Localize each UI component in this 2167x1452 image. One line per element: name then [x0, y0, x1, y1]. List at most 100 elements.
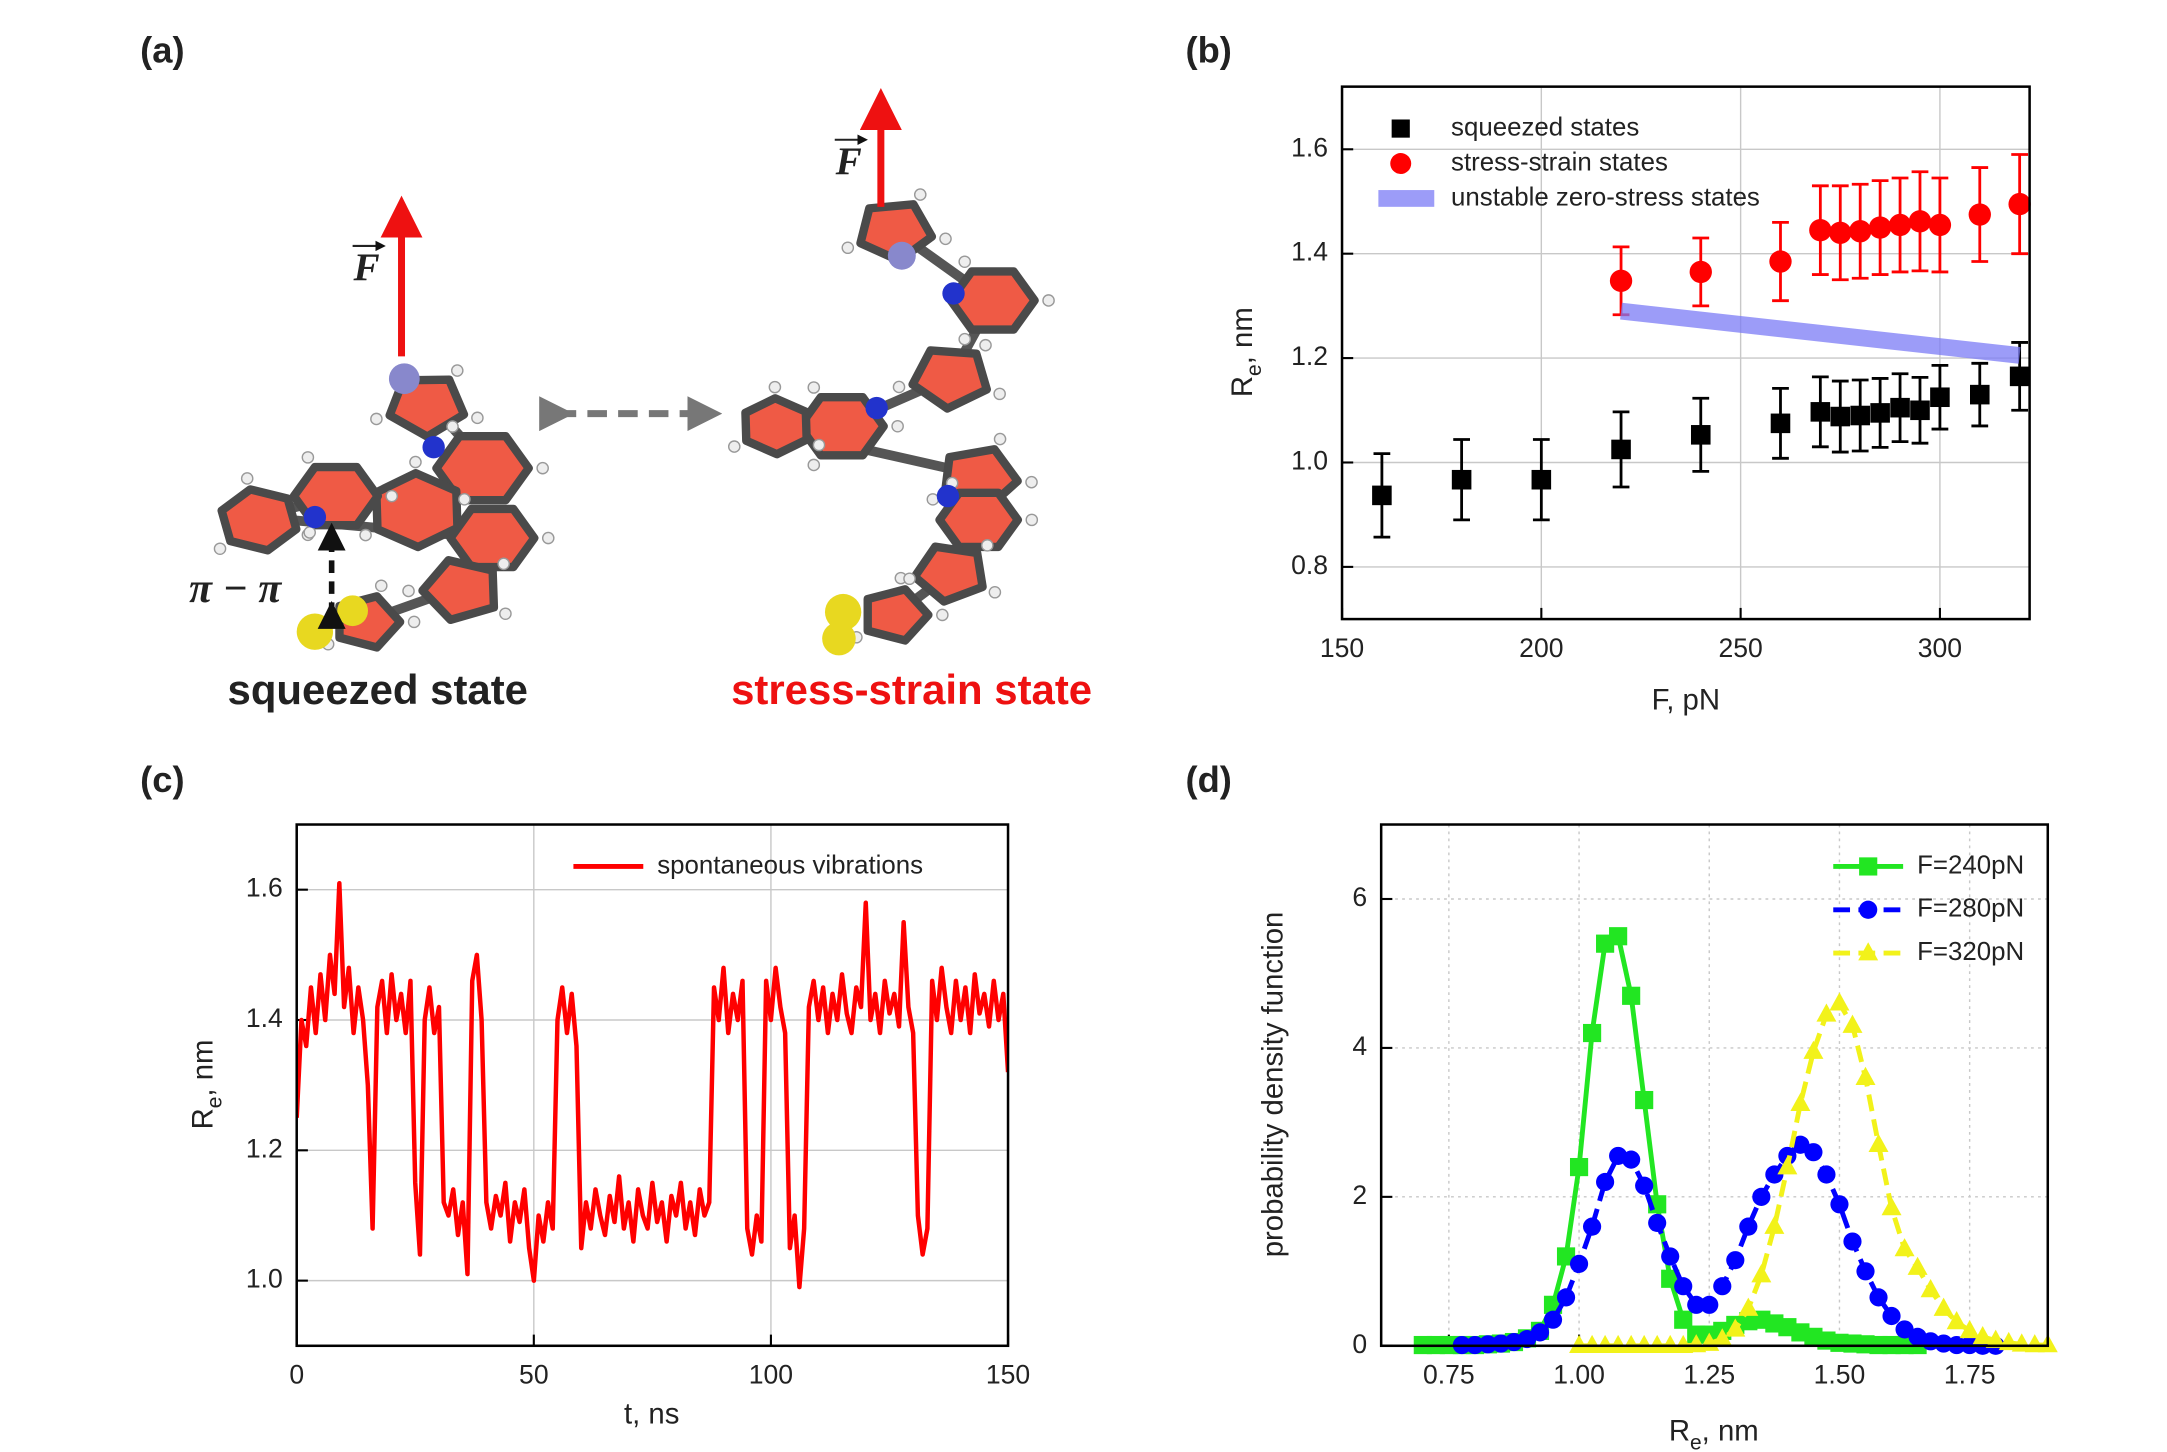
- hydrogen: [370, 412, 383, 426]
- hydrogen: [541, 531, 555, 545]
- marker: [1769, 250, 1792, 273]
- marker: [1583, 1217, 1602, 1236]
- axis-label-part: R: [1226, 376, 1259, 397]
- x-tick-label: 1.00: [1553, 1360, 1605, 1390]
- hydrogen: [936, 608, 949, 622]
- hydrogen: [385, 489, 399, 503]
- marker: [1959, 1319, 1980, 1339]
- marker: [1910, 400, 1930, 421]
- marker: [1868, 216, 1892, 239]
- marker: [1611, 439, 1631, 460]
- sulfur: [296, 613, 334, 650]
- marker: [1635, 1090, 1654, 1110]
- hydrogen: [1042, 294, 1055, 307]
- hydrogen: [913, 188, 927, 201]
- marker: [1829, 992, 1850, 1011]
- y-tick-label: 0: [1352, 1329, 1367, 1359]
- sulfur: [337, 595, 368, 627]
- axis-label-part: e: [1690, 1431, 1702, 1452]
- marker: [1622, 986, 1641, 1005]
- hydrogen: [841, 241, 855, 255]
- hydrogen: [374, 579, 388, 593]
- hydrogen: [359, 528, 372, 542]
- y-tick-label: 0.8: [1291, 550, 1328, 580]
- marker: [1858, 942, 1879, 961]
- marker: [1809, 219, 1832, 242]
- y-tick-label: 1.6: [246, 873, 283, 903]
- marker: [1985, 1329, 2006, 1348]
- force-label: F: [353, 246, 380, 289]
- marker: [1817, 1165, 1836, 1184]
- legend-label: F=320pN: [1917, 938, 2024, 966]
- marker: [1726, 1251, 1745, 1270]
- marker: [1829, 221, 1852, 244]
- hydrogen: [450, 364, 464, 377]
- plot-frame: [1340, 85, 2031, 621]
- marker: [1609, 927, 1628, 946]
- series-line: [1461, 1142, 1996, 1346]
- aromatic-ring: [418, 556, 499, 624]
- hydrogen: [979, 338, 992, 352]
- marker: [1622, 1150, 1641, 1169]
- marker: [1674, 1310, 1693, 1329]
- marker: [1390, 153, 1412, 174]
- y-tick-label: 1.4: [246, 1003, 283, 1033]
- nitrogen: [865, 396, 888, 420]
- y-tick-label: 1.2: [1291, 341, 1328, 371]
- marker: [1687, 1295, 1706, 1314]
- marker: [1673, 1334, 1694, 1354]
- hydrogen: [807, 458, 821, 472]
- marker: [1583, 1023, 1602, 1043]
- hydrogen: [402, 584, 415, 598]
- marker: [1933, 1297, 1954, 1316]
- aromatic-ring: [946, 267, 1039, 334]
- legend-label: F=240pN: [1917, 851, 2024, 879]
- marker: [1869, 1288, 1888, 1307]
- aromatic-ring: [741, 394, 811, 459]
- hydrogen: [768, 380, 782, 394]
- nitrogen: [303, 505, 327, 529]
- x-tick-label: 0.75: [1423, 1360, 1475, 1390]
- marker: [1569, 1334, 1590, 1354]
- hydrogen: [499, 607, 512, 621]
- legend-label: stress-strain states: [1451, 148, 1668, 176]
- hydrogen: [892, 380, 906, 394]
- axis-label-part: , nm: [1226, 307, 1259, 364]
- hydrogen: [497, 557, 510, 571]
- marker: [1894, 1238, 1915, 1257]
- marker: [1849, 220, 1872, 243]
- marker: [1648, 1213, 1667, 1233]
- panel-label: (a): [140, 30, 184, 71]
- legend-label: F=280pN: [1917, 895, 2024, 923]
- x-tick-label: 50: [519, 1360, 549, 1390]
- axis-label: t, ns: [624, 1397, 679, 1430]
- marker: [1478, 1335, 1498, 1354]
- marker: [1690, 425, 1711, 445]
- marker: [1595, 1334, 1616, 1354]
- hydrogen: [993, 432, 1007, 446]
- plot-frame: [295, 823, 1010, 1348]
- x-tick-label: 200: [1519, 633, 1563, 663]
- marker: [1764, 1215, 1785, 1234]
- marker: [1928, 213, 1952, 237]
- hydrogen: [303, 526, 316, 539]
- marker: [2009, 366, 2030, 387]
- marker: [1870, 403, 1890, 423]
- marker: [1738, 1297, 1759, 1316]
- marker: [1596, 1172, 1615, 1192]
- hydrogen: [981, 539, 994, 552]
- marker: [1661, 1247, 1680, 1266]
- legend-swatch: [1378, 190, 1435, 207]
- marker: [1569, 1254, 1589, 1273]
- axis-label: Re, nm: [186, 1040, 226, 1130]
- marker: [1969, 384, 1990, 405]
- y-tick-label: 1.6: [1291, 132, 1328, 162]
- marker: [1804, 1143, 1823, 1162]
- aromatic-ring: [385, 375, 469, 441]
- x-tick-label: 150: [986, 1360, 1030, 1390]
- force-label: F: [835, 140, 862, 183]
- hydrogen: [958, 332, 972, 346]
- plot-frame: [1379, 823, 2050, 1348]
- marker: [1777, 1156, 1798, 1175]
- marker: [1842, 1014, 1863, 1033]
